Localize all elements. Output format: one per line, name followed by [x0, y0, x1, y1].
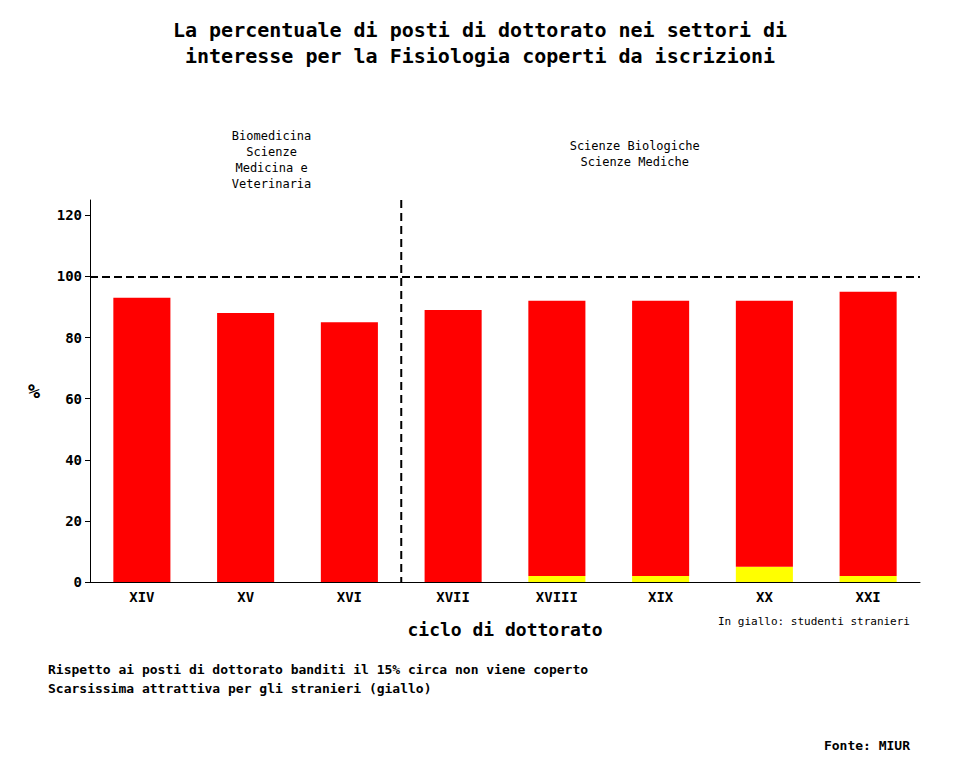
svg-text:40: 40 — [65, 452, 82, 468]
svg-text:Veterinaria: Veterinaria — [232, 177, 311, 191]
svg-text:In giallo: studenti stranieri: In giallo: studenti stranieri — [718, 615, 910, 628]
svg-text:XVII: XVII — [436, 589, 470, 605]
svg-text:100: 100 — [57, 268, 82, 284]
svg-text:XV: XV — [237, 589, 254, 605]
svg-text:Medicina e: Medicina e — [235, 161, 307, 175]
svg-text:Scarsissima attrattiva per gli: Scarsissima attrattiva per gli stranieri… — [48, 681, 432, 696]
svg-text:Rispetto ai posti di dottorato: Rispetto ai posti di dottorato banditi i… — [48, 662, 588, 677]
svg-text:80: 80 — [65, 330, 82, 346]
svg-text:%: % — [28, 379, 40, 403]
svg-text:0: 0 — [74, 574, 82, 590]
svg-text:XX: XX — [756, 589, 773, 605]
svg-text:XIV: XIV — [129, 589, 155, 605]
svg-text:20: 20 — [65, 513, 82, 529]
svg-text:XVI: XVI — [337, 589, 362, 605]
svg-text:60: 60 — [65, 391, 82, 407]
svg-text:Scienze Biologiche: Scienze Biologiche — [570, 139, 700, 153]
svg-text:interesse per la Fisiologia co: interesse per la Fisiologia coperti da i… — [185, 44, 775, 68]
svg-text:Fonte: MIUR: Fonte: MIUR — [824, 738, 910, 753]
svg-text:ciclo di dottorato: ciclo di dottorato — [407, 619, 602, 640]
svg-text:Scienze Mediche: Scienze Mediche — [581, 155, 689, 169]
svg-text:120: 120 — [57, 207, 82, 223]
svg-text:XVIII: XVIII — [536, 589, 578, 605]
svg-text:Scienze: Scienze — [246, 145, 297, 159]
svg-text:La percentuale di posti di dot: La percentuale di posti di dottorato nei… — [173, 18, 787, 42]
svg-text:XXI: XXI — [855, 589, 880, 605]
svg-text:Biomedicina: Biomedicina — [232, 129, 311, 143]
svg-text:XIX: XIX — [648, 589, 674, 605]
